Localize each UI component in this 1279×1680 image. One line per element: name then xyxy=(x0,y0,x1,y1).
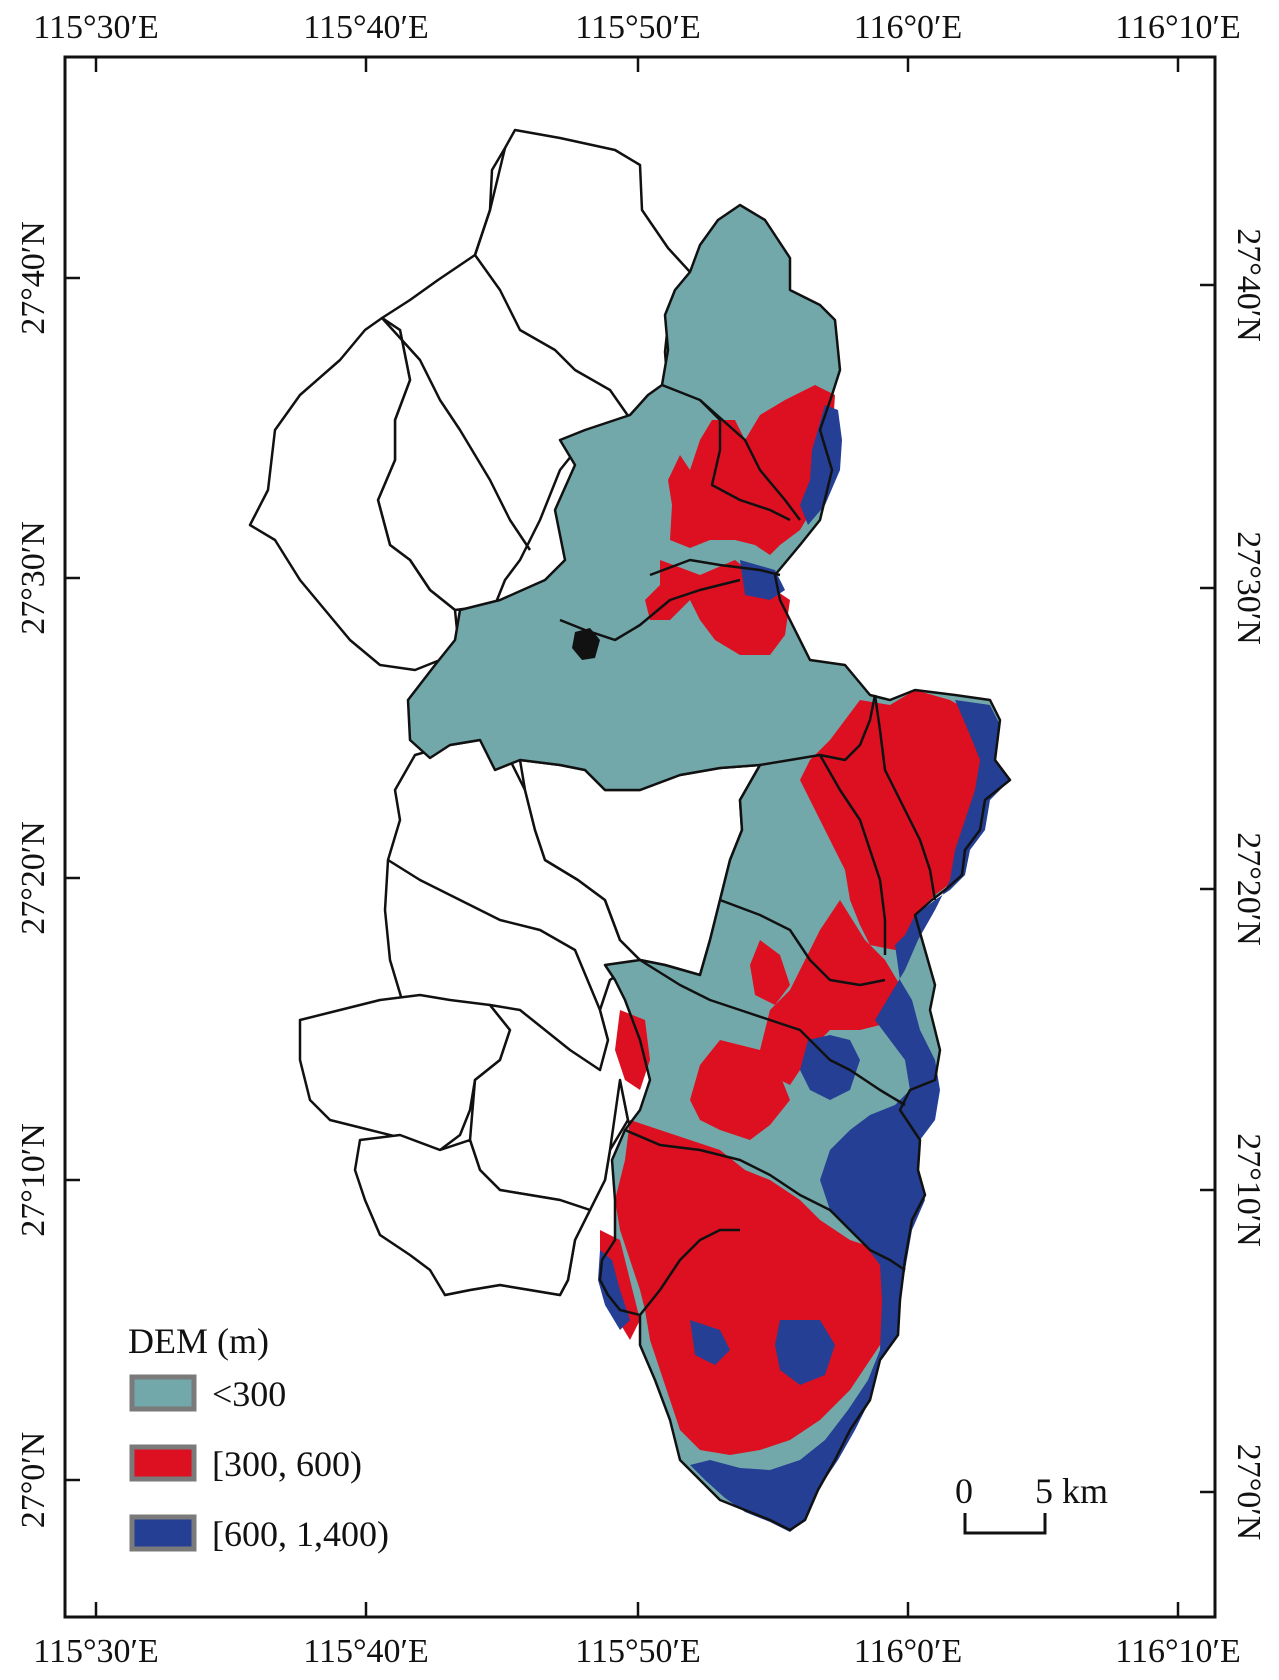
legend-swatch-mid xyxy=(129,1444,197,1482)
subbasin-southwest-3 xyxy=(353,1133,592,1297)
bottom-lon-label: 116°10′E xyxy=(1115,1633,1241,1670)
legend-label-low: <300 xyxy=(212,1374,286,1414)
subbasin-northwest xyxy=(248,316,460,672)
legend-swatch-low xyxy=(129,1374,197,1412)
right-lat-label: 27°0′N xyxy=(1230,1444,1267,1541)
bottom-lon-label: 116°0′E xyxy=(854,1633,963,1670)
dem-midland xyxy=(600,385,990,1455)
top-lon-label: 115°30′E xyxy=(33,9,159,46)
bottom-lon-label: 115°30′E xyxy=(33,1633,159,1670)
left-lat-label: 27°40′N xyxy=(15,221,52,335)
scale-bar: 0 5 km xyxy=(955,1471,1108,1535)
left-lat-label: 27°30′N xyxy=(15,521,52,635)
bottom-lon-label: 115°40′E xyxy=(303,1633,429,1670)
boundary-detail xyxy=(572,628,600,660)
top-lon-label: 116°0′E xyxy=(854,9,963,46)
top-longitude-labels: 115°30′E 115°40′E 115°50′E 116°0′E 116°1… xyxy=(33,9,1241,46)
left-lat-label: 27°0′N xyxy=(15,1432,52,1529)
bottom-lon-label: 115°50′E xyxy=(575,1633,701,1670)
scale-end-label: 5 km xyxy=(1035,1471,1108,1511)
subbasin-north-1 xyxy=(376,128,692,612)
scale-bar-line xyxy=(963,1513,1047,1535)
top-lon-label: 115°40′E xyxy=(303,9,429,46)
left-latitude-labels: 27°40′N 27°30′N 27°20′N 27°10′N 27°0′N xyxy=(15,221,52,1528)
left-lat-label: 27°20′N xyxy=(15,821,52,935)
right-lat-label: 27°20′N xyxy=(1230,832,1267,946)
scale-start-label: 0 xyxy=(955,1471,973,1511)
left-lat-label: 27°10′N xyxy=(15,1123,52,1237)
bottom-longitude-labels: 115°30′E 115°40′E 115°50′E 116°0′E 116°1… xyxy=(33,1633,1241,1670)
legend-label-high: [600, 1,400) xyxy=(212,1514,389,1554)
top-lon-label: 116°10′E xyxy=(1115,9,1241,46)
legend-swatch-high xyxy=(129,1514,197,1552)
legend-title: DEM (m) xyxy=(128,1321,269,1361)
right-latitude-labels: 27°40′N 27°30′N 27°20′N 27°10′N 27°0′N xyxy=(1230,228,1267,1540)
right-lat-label: 27°30′N xyxy=(1230,531,1267,645)
top-lon-label: 115°50′E xyxy=(575,9,701,46)
frame-ticks xyxy=(65,57,1215,1617)
western-subbasins xyxy=(248,128,762,1297)
legend-label-mid: [300, 600) xyxy=(212,1444,362,1484)
right-lat-label: 27°40′N xyxy=(1230,228,1267,342)
dem-highland xyxy=(598,405,1010,1532)
legend: DEM (m) <300 [300, 600) [600, 1,400) xyxy=(128,1321,389,1554)
right-lat-label: 27°10′N xyxy=(1230,1133,1267,1247)
